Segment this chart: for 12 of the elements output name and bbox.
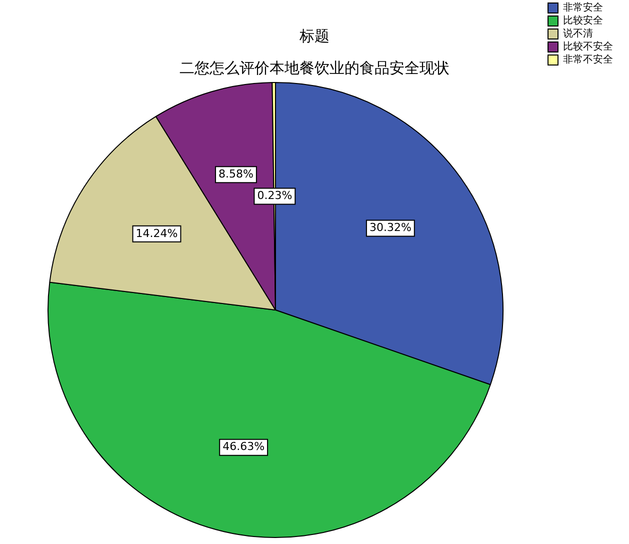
text: 二您怎么评价本地餐饮业的食品安全现状	[180, 58, 450, 77]
legend-label: 说不清	[563, 28, 593, 40]
legend-label: 比较不安全	[563, 40, 613, 53]
data-label: 0.23%	[257, 189, 292, 202]
data-label: 30.32%	[369, 221, 412, 234]
legend-label: 非常不安全	[563, 54, 613, 66]
data-label: 14.24%	[136, 226, 178, 240]
data-label: 8.58%	[218, 167, 254, 180]
legend-label: 比较安全	[563, 14, 603, 27]
data-label: 46.63%	[222, 440, 265, 454]
legend-label: 非常安全	[563, 2, 603, 14]
text: 标题	[298, 26, 330, 45]
